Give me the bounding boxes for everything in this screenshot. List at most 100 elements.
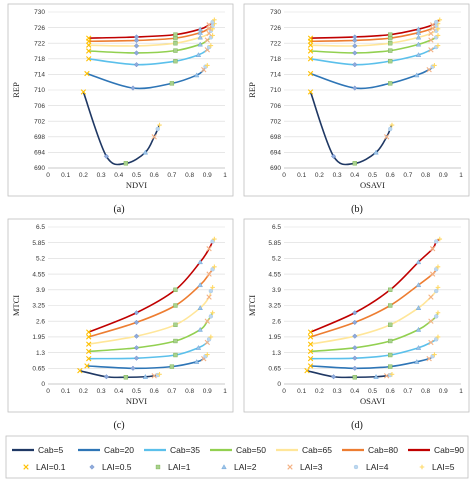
y-tick-label-b: 702 (270, 118, 281, 125)
legend-label-lai5: LAI=5 (432, 462, 455, 472)
data-point-b-lai3 (428, 37, 434, 43)
data-point-c-lai0_1 (86, 334, 92, 340)
data-point-d-lai0_5 (352, 319, 358, 325)
y-tick-label-a: 690 (34, 165, 45, 172)
x-tick-label-d: 0.5 (368, 388, 377, 395)
data-point-d-lai3 (429, 271, 436, 277)
x-tick-label-d: 0 (282, 388, 286, 395)
data-point-c-lai4 (208, 288, 213, 294)
legend-box (5, 435, 469, 479)
data-point-b-lai5 (435, 33, 441, 38)
y-tick-label-b: 710 (270, 87, 281, 94)
data-point-a-lai1 (123, 161, 129, 166)
data-point-d-lai0_1 (307, 341, 314, 347)
panel-label-b: (b) (351, 204, 363, 215)
legend-marker-icon (89, 464, 95, 470)
data-point-a-lai0_1 (80, 89, 87, 95)
x-tick-label-d: 0.4 (350, 388, 359, 395)
legend-label-lai4: LAI=4 (366, 462, 389, 472)
legend-label-cab65: Cab=65 (302, 445, 332, 455)
data-point-b-lai2 (415, 26, 422, 32)
data-point-a-lai2 (197, 26, 203, 32)
legend-marker-icon (287, 464, 293, 470)
y-tick-label-d: 1.3 (272, 350, 281, 357)
legend-marker-icon (419, 464, 425, 470)
y-tick-label-b: 706 (270, 103, 281, 110)
data-point-a-lai3 (204, 37, 210, 43)
data-point-a-lai0_5 (103, 153, 109, 159)
y-tick-label-c: 5.85 (32, 240, 45, 247)
data-point-b-lai2 (415, 29, 422, 35)
data-point-d-lai5 (437, 236, 443, 242)
data-point-a-lai5 (205, 63, 210, 68)
data-point-c-lai2 (197, 259, 203, 265)
data-point-a-lai2 (194, 72, 200, 78)
data-point-b-lai5 (389, 122, 395, 128)
y-tick-label-b: 730 (270, 9, 281, 16)
data-point-c-lai2 (142, 374, 148, 379)
x-tick-label-a: 1 (223, 172, 227, 179)
data-point-b-lai0_1 (307, 70, 314, 77)
data-point-d-lai0_5 (352, 310, 358, 316)
data-point-a-lai0_5 (133, 62, 140, 68)
data-point-c-lai3 (204, 318, 210, 324)
data-point-d-lai2 (373, 374, 379, 379)
y-tick-label-a: 706 (34, 103, 45, 110)
y-tick-label-b: 714 (270, 72, 281, 79)
y-axis-title-d: MTCI (247, 295, 257, 316)
y-tick-label-a: 714 (34, 72, 45, 79)
x-tick-label-b: 0.8 (421, 172, 430, 179)
x-axis-title-b: OSAVI (360, 180, 385, 190)
x-tick-label-c: 0 (46, 388, 50, 395)
legend-label-lai2: LAI=2 (234, 462, 257, 472)
x-tick-label-b: 0.6 (386, 172, 395, 179)
data-point-c-lai2 (195, 345, 202, 350)
data-point-d-lai5 (435, 334, 441, 340)
data-point-d-lai4 (434, 239, 439, 244)
data-point-b-lai0_1 (307, 48, 314, 54)
chart-panel-b: 690 694 698 702 706 710 714 718 722 726 730 0 0.1 0.2… (243, 3, 470, 197)
data-point-c-lai1 (173, 322, 178, 327)
data-point-c-lai1 (173, 352, 178, 358)
y-tick-label-d: 2.6 (272, 318, 281, 325)
x-tick-label-a: 0.4 (114, 172, 123, 179)
x-tick-label-a: 0.8 (185, 172, 194, 179)
legend-label-cab90: Cab=90 (434, 445, 464, 455)
y-tick-label-a: 730 (34, 9, 45, 16)
x-tick-label-c: 1 (223, 388, 227, 395)
x-tick-label-d: 0.7 (403, 388, 412, 395)
data-point-d-lai1 (352, 375, 357, 380)
data-point-a-lai2 (197, 41, 203, 47)
y-tick-label-a: 710 (34, 87, 45, 94)
data-point-d-lai5 (435, 310, 441, 316)
data-point-b-lai0_5 (352, 34, 358, 40)
data-point-a-lai2 (197, 34, 203, 40)
y-tick-label-d: 6.5 (272, 224, 281, 231)
data-point-d-lai5 (389, 372, 395, 377)
data-point-a-lai2 (142, 149, 148, 155)
x-tick-label-d: 0.9 (439, 388, 448, 395)
x-tick-label-b: 0.1 (297, 172, 306, 179)
data-point-c-lai2 (194, 359, 200, 364)
x-tick-label-c: 0.8 (185, 388, 194, 395)
data-point-d-lai2 (415, 259, 422, 265)
data-point-a-lai0_1 (84, 70, 90, 77)
y-tick-label-d: 4.55 (268, 271, 281, 278)
data-point-c-lai2 (197, 282, 203, 288)
y-tick-label-d: 5.2 (272, 256, 281, 263)
x-tick-label-a: 0.5 (132, 172, 141, 179)
data-point-b-lai1 (352, 161, 357, 166)
data-point-b-lai0_5 (352, 37, 358, 44)
data-point-d-lai1 (388, 322, 393, 327)
data-point-a-lai1 (173, 41, 178, 46)
data-point-b-lai0_1 (307, 56, 314, 62)
data-point-d-lai4 (434, 288, 439, 294)
y-tick-label-a: 726 (34, 25, 45, 32)
x-axis-title-c: NDVI (126, 396, 147, 406)
data-point-a-lai0_5 (133, 34, 140, 40)
data-point-d-lai2 (414, 359, 420, 364)
x-tick-label-a: 0 (46, 172, 50, 179)
data-point-c-lai0_5 (133, 319, 140, 325)
data-point-d-lai5 (435, 285, 441, 290)
